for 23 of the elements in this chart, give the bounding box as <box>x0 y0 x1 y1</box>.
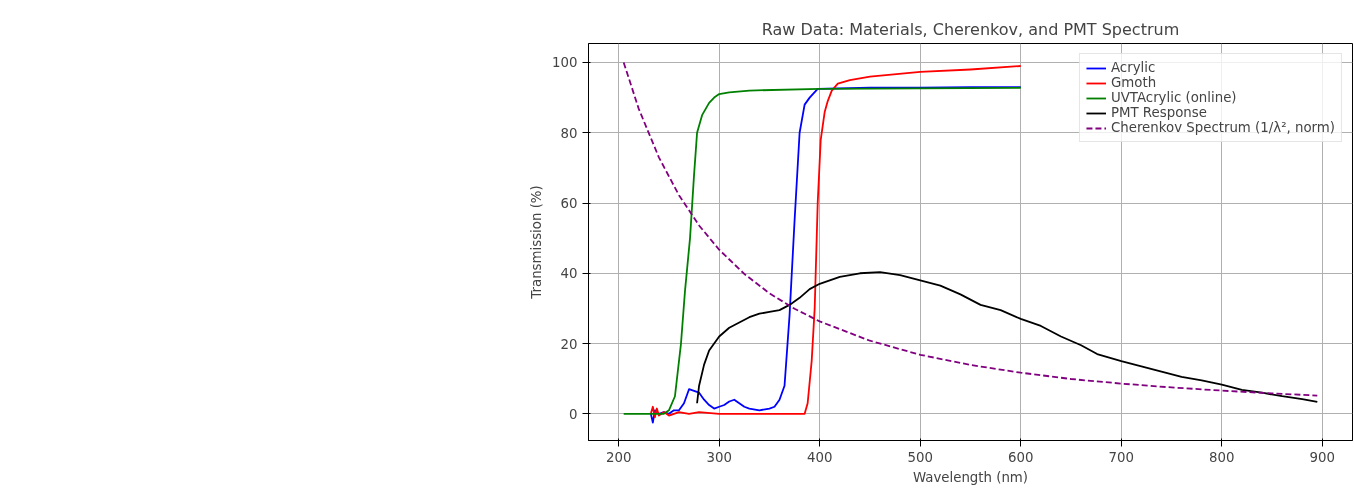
x-tick-label: 800 <box>1209 449 1235 465</box>
y-tick-label: 80 <box>560 125 578 141</box>
legend-label: Cherenkov Spectrum (1/λ², norm) <box>1110 120 1335 135</box>
legend-label: Acrylic <box>1110 60 1156 75</box>
x-axis-title: Wavelength (nm) <box>912 469 1029 485</box>
x-tick-label: 600 <box>1008 449 1034 465</box>
x-tick-label: 200 <box>605 449 632 465</box>
legend-label: Gmoth <box>1110 75 1157 90</box>
x-tick-label: 900 <box>1309 449 1336 465</box>
line-series <box>696 271 1319 405</box>
legend-label: UVTAcrylic (online) <box>1110 90 1237 105</box>
chart-title: Raw Data: Materials, Cherenkov, and PMT Spectrum <box>761 19 1180 39</box>
x-tick-label: 500 <box>907 449 933 465</box>
y-tick-label: 60 <box>560 196 578 211</box>
y-tick-label: 40 <box>560 266 578 282</box>
y-axis-title: Transmission (%) <box>529 185 545 300</box>
y-tick-label: 100 <box>552 55 578 71</box>
x-tick-label: 700 <box>1108 449 1135 465</box>
x-tick-label: 300 <box>706 449 732 465</box>
x-tick-label: 400 <box>806 449 833 465</box>
y-tick-label: 0 <box>569 406 578 422</box>
y-tick-label: 20 <box>560 336 578 352</box>
legend-label: PMT Response <box>1110 105 1207 120</box>
